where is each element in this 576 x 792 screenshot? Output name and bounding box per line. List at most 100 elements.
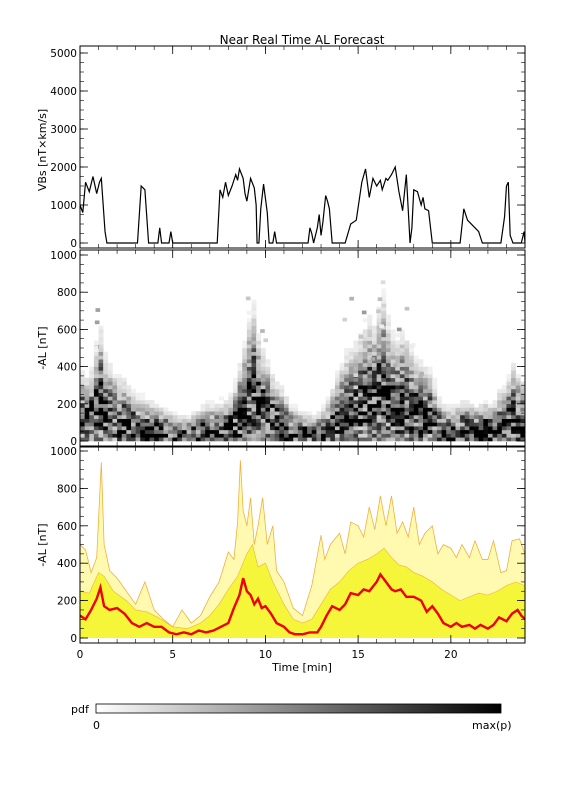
heatmap-cell [325, 422, 331, 427]
heatmap-cell [395, 340, 401, 345]
heatmap-cell [385, 325, 391, 330]
heatmap-cell [339, 366, 345, 371]
heatmap-cell [93, 411, 99, 416]
heatmap-cell [501, 400, 507, 405]
heatmap-cell [103, 407, 109, 412]
heatmap-cell [228, 414, 234, 419]
heatmap-cell [149, 426, 155, 431]
heatmap-cell [121, 411, 127, 416]
heatmap-cell [98, 374, 104, 379]
heatmap-cell [93, 429, 99, 434]
heatmap-cell [339, 374, 345, 379]
heatmap-cell [353, 414, 359, 419]
heatmap-cell [256, 418, 262, 423]
heatmap-cell [404, 344, 410, 349]
heatmap-cell [362, 348, 368, 353]
heatmap-cell [399, 333, 405, 338]
heatmap-cell [121, 437, 127, 442]
heatmap-cell [293, 429, 299, 434]
heatmap-cell [307, 422, 313, 427]
heatmap-cell [288, 414, 294, 419]
heatmap-cell [358, 344, 364, 349]
heatmap-cell [112, 400, 118, 405]
heatmap-cell [144, 437, 150, 442]
heatmap-cell [381, 303, 387, 308]
heatmap-cell [297, 422, 303, 427]
heatmap-cell [288, 429, 294, 434]
heatmap-cell [103, 414, 109, 419]
heatmap-cell [501, 388, 507, 393]
heatmap-cell [237, 422, 243, 427]
heatmap-cell [427, 381, 433, 386]
heatmap-cell [409, 388, 415, 393]
y-tick-label: 600 [57, 324, 77, 336]
heatmap-cell [98, 362, 104, 367]
heatmap-cell [423, 418, 428, 423]
heatmap-cell [130, 418, 136, 423]
heatmap-cell [223, 411, 229, 416]
heatmap-cell [93, 396, 99, 401]
heatmap-cell [395, 411, 401, 416]
heatmap-cell [89, 411, 95, 416]
heatmap-cell [270, 429, 275, 434]
heatmap-cell [154, 414, 160, 419]
heatmap-cell [358, 411, 364, 416]
heatmap-cell [409, 437, 415, 442]
heatmap-cell [497, 433, 503, 438]
heatmap-cell [279, 388, 285, 393]
heatmap-cell [98, 377, 104, 382]
heatmap-cell [205, 400, 211, 405]
heatmap-cell [107, 407, 113, 412]
heatmap-cell [112, 411, 118, 416]
heatmap-cell [399, 336, 405, 341]
heatmap-cell [497, 411, 503, 416]
heatmap-cell [242, 366, 248, 371]
heatmap-cell [506, 437, 512, 442]
heatmap-cell [372, 407, 377, 412]
heatmap-cell [344, 422, 350, 427]
heatmap-cell [279, 396, 285, 401]
heatmap-cell [140, 426, 146, 431]
heatmap-cell [409, 362, 415, 367]
heatmap-cell [381, 340, 387, 345]
heatmap-cell [427, 418, 433, 423]
heatmap-cell [409, 351, 415, 356]
heatmap-cell [103, 370, 109, 375]
heatmap-cell [427, 414, 433, 419]
heatmap-cell [89, 407, 95, 412]
heatmap-cell [232, 385, 238, 390]
heatmap-cell [84, 407, 90, 412]
heatmap-cell [390, 392, 396, 397]
heatmap-cell [460, 411, 466, 416]
y-tick-label: 200 [57, 596, 77, 608]
heatmap-cell [506, 385, 512, 390]
heatmap-cell [181, 426, 187, 431]
heatmap-cell [385, 329, 391, 334]
x-tick-label: 0 [77, 649, 84, 661]
heatmap-cell [362, 340, 368, 345]
heatmap-cell [348, 355, 354, 360]
heatmap-cell [455, 414, 461, 419]
heatmap-cell [358, 400, 364, 405]
heatmap-cell [256, 396, 262, 401]
heatmap-cell [256, 414, 262, 419]
heatmap-cell [107, 411, 113, 416]
heatmap-cell [265, 370, 271, 375]
heatmap-cell [251, 422, 257, 427]
heatmap-cell [506, 392, 512, 397]
heatmap-cell [423, 381, 428, 386]
heatmap-cell [140, 418, 146, 423]
heatmap-cell [256, 340, 262, 345]
heatmap-cell [385, 351, 391, 356]
heatmap-cell [121, 392, 127, 397]
heatmap-cell [260, 366, 266, 371]
heatmap-cell [390, 385, 396, 390]
heatmap-cell [149, 422, 155, 427]
heatmap-cell [103, 403, 109, 408]
heatmap-cell [478, 429, 484, 434]
heatmap-cell [107, 418, 113, 423]
heatmap-cell [395, 362, 401, 367]
heatmap-cell [367, 318, 373, 323]
heatmap-cell [353, 403, 359, 408]
